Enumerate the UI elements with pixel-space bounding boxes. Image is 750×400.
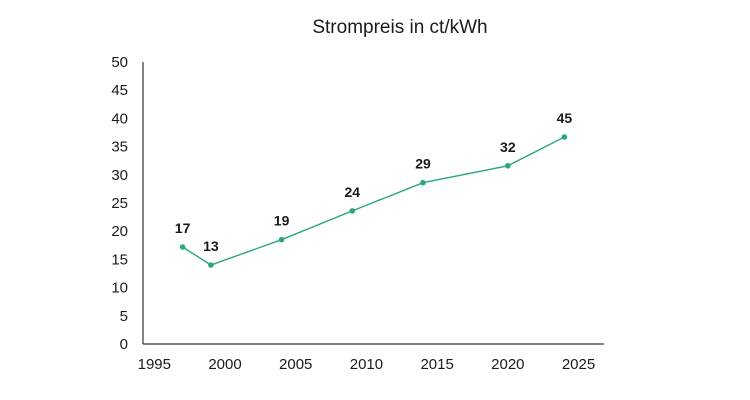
data-point	[208, 262, 214, 268]
y-tick-label: 50	[111, 54, 128, 71]
y-tick-labels: 0 5 10 15 20 25 30 35 40 45 50	[111, 54, 128, 353]
data-label: 24	[344, 184, 360, 200]
chart-title: Strompreis in ct/kWh	[312, 17, 487, 38]
data-labels: 17 13 19 24 29 32 45	[175, 110, 573, 254]
y-tick-label: 10	[111, 280, 128, 297]
y-tick-label: 25	[111, 195, 128, 212]
data-label: 45	[557, 110, 573, 126]
data-point	[278, 236, 285, 243]
data-point	[505, 162, 511, 169]
y-tick-label: 45	[111, 82, 128, 99]
data-label: 29	[415, 156, 431, 172]
data-point	[561, 134, 568, 140]
x-tick-label: 2015	[420, 356, 453, 373]
y-tick-label: 20	[111, 223, 128, 240]
data-label: 19	[274, 213, 290, 229]
data-label: 17	[175, 220, 191, 236]
x-tick-label: 2025	[562, 356, 595, 373]
y-tick-label: 35	[111, 139, 128, 156]
y-tick-label: 0	[120, 336, 128, 353]
x-tick-label: 2010	[350, 356, 383, 373]
y-tick-label: 40	[111, 110, 128, 127]
x-tick-label: 1995	[138, 356, 171, 373]
data-point	[179, 244, 186, 250]
x-tick-label: 2005	[279, 356, 312, 373]
data-label: 13	[203, 238, 219, 254]
data-point	[349, 208, 356, 214]
y-tick-label: 5	[120, 308, 128, 325]
series-line	[182, 136, 565, 266]
data-point	[420, 179, 426, 186]
x-tick-label: 2020	[491, 356, 524, 373]
data-label: 32	[500, 139, 516, 155]
x-tick-label: 2000	[208, 356, 241, 373]
y-tick-label: 30	[111, 167, 128, 184]
x-tick-labels: 1995 2000 2005 2010 2015 2020 2025	[138, 356, 596, 373]
data-points	[179, 134, 568, 268]
y-tick-label: 15	[111, 251, 128, 268]
